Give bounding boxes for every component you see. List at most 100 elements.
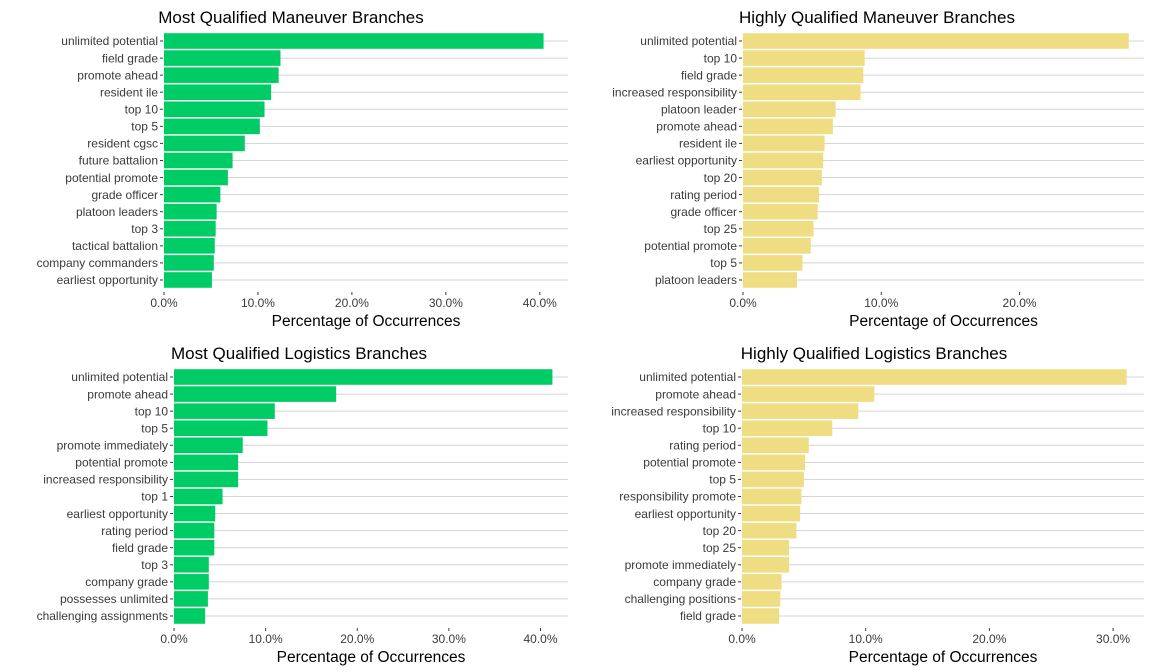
bar-platoon-leaders [743, 272, 797, 288]
x-tick-label: 40.0% [523, 632, 557, 646]
category-label: top 10 [704, 51, 738, 65]
category-label: challenging assignments [37, 609, 168, 623]
category-label: future battalion [79, 154, 158, 168]
bar-increased-responsibility [174, 471, 239, 488]
category-label: company commanders [37, 256, 158, 270]
bar-platoon-leader [743, 101, 836, 118]
bar-top-5 [742, 471, 804, 488]
x-tick-label: 40.0% [523, 296, 557, 310]
category-label: top 20 [703, 524, 737, 538]
bar-company-grade [742, 574, 782, 590]
bar-resident-cgsc [164, 135, 245, 152]
bar-promote-immediately [742, 556, 790, 573]
x-axis-label: Percentage of Occurrences [272, 313, 461, 330]
chart-title: Highly Qualified Logistics Branches [741, 344, 1007, 363]
x-tick-label: 0.0% [729, 296, 757, 310]
x-tick-label: 0.0% [160, 632, 188, 646]
bar-unlimited-potential [743, 33, 1129, 49]
bar-resident-ile [164, 84, 272, 101]
bar-company-commanders [164, 255, 214, 271]
category-label: earliest opportunity [636, 154, 737, 168]
bar-top-1 [174, 488, 223, 505]
x-tick-label: 30.0% [432, 632, 466, 646]
chart-svg: unlimited potential top 10 field grade incr… [612, 8, 1144, 330]
category-label: unlimited potential [61, 34, 158, 48]
category-label: rating period [670, 188, 737, 202]
category-label: rating period [669, 438, 736, 452]
category-label: potential promote [643, 456, 736, 470]
bar-top-25 [742, 539, 790, 556]
bar-unlimited-potential [174, 369, 553, 385]
category-label: earliest opportunity [67, 507, 168, 521]
category-label: earliest opportunity [57, 273, 158, 287]
category-label: possesses unlimited [60, 592, 168, 606]
bar-platoon-leaders [164, 203, 217, 220]
category-label: top 25 [704, 222, 738, 236]
category-label: resident ile [679, 137, 737, 151]
chart-title: Most Qualified Maneuver Branches [158, 8, 424, 27]
category-label: top 3 [141, 558, 168, 572]
bar-increased-responsibility [742, 403, 859, 419]
x-tick-label: 20.0% [972, 632, 1006, 646]
bar-rating-period [174, 522, 215, 539]
category-label: top 5 [709, 473, 736, 487]
category-label: field grade [680, 609, 736, 623]
category-label: promote ahead [656, 120, 737, 134]
bar-field-grade [174, 539, 215, 556]
bar-earliest-opportunity [164, 272, 212, 288]
category-label: field grade [102, 51, 158, 65]
bar-top-10 [164, 101, 265, 118]
chart-svg: unlimited potential promote ahead increase… [611, 344, 1144, 666]
category-label: increased responsibility [43, 473, 168, 487]
category-label: potential promote [644, 239, 737, 253]
bar-promote-immediately [174, 437, 243, 454]
bar-field-grade [742, 608, 780, 624]
x-tick-label: 0.0% [150, 296, 178, 310]
bar-top-3 [174, 556, 209, 573]
bar-top-10 [742, 420, 833, 437]
category-label: promote ahead [655, 387, 736, 401]
chart-svg: unlimited potential promote ahead top 10 to… [37, 344, 568, 666]
bar-rating-period [742, 437, 809, 454]
category-label: top 5 [141, 421, 168, 435]
bar-resident-ile [743, 135, 825, 152]
category-label: top 20 [704, 171, 738, 185]
bar-top-5 [743, 255, 803, 271]
bar-future-battalion [164, 152, 233, 169]
category-label: unlimited potential [639, 370, 736, 384]
category-label: platoon leader [661, 102, 737, 116]
bar-top-5 [164, 118, 260, 135]
bar-top-25 [743, 220, 814, 237]
category-label: field grade [681, 68, 737, 82]
bar-tactical-battalion [164, 238, 215, 254]
category-label: top 1 [141, 490, 168, 504]
category-label: top 25 [703, 541, 737, 555]
chart-highly-qualified-logistics: unlimited potential promote ahead increase… [576, 336, 1152, 672]
chart-title: Highly Qualified Maneuver Branches [739, 8, 1015, 27]
bar-rating-period [743, 186, 820, 203]
x-tick-label: 30.0% [429, 296, 463, 310]
bar-top-10 [174, 403, 275, 419]
x-tick-label: 20.0% [1003, 296, 1037, 310]
x-tick-label: 10.0% [241, 296, 275, 310]
bar-company-grade [174, 574, 209, 590]
x-axis-label: Percentage of Occurrences [849, 649, 1038, 666]
category-label: increased responsibility [612, 85, 737, 99]
category-label: field grade [112, 541, 168, 555]
chart-title: Most Qualified Logistics Branches [171, 344, 427, 363]
bar-potential-promote [164, 169, 228, 186]
bar-potential-promote [743, 238, 811, 254]
bar-earliest-opportunity [742, 505, 801, 522]
category-label: earliest opportunity [635, 507, 736, 521]
x-tick-label: 0.0% [728, 632, 756, 646]
bar-unlimited-potential [164, 33, 544, 49]
category-label: top 10 [125, 102, 159, 116]
category-label: potential promote [65, 171, 158, 185]
bar-unlimited-potential [742, 369, 1127, 385]
category-label: increased responsibility [611, 404, 736, 418]
bar-responsibility-promote [742, 488, 802, 505]
bar-promote-ahead [164, 67, 279, 83]
chart-svg: unlimited potential field grade promote ah… [37, 8, 568, 330]
bar-challenging-positions [742, 591, 781, 607]
category-label: company grade [653, 575, 736, 589]
